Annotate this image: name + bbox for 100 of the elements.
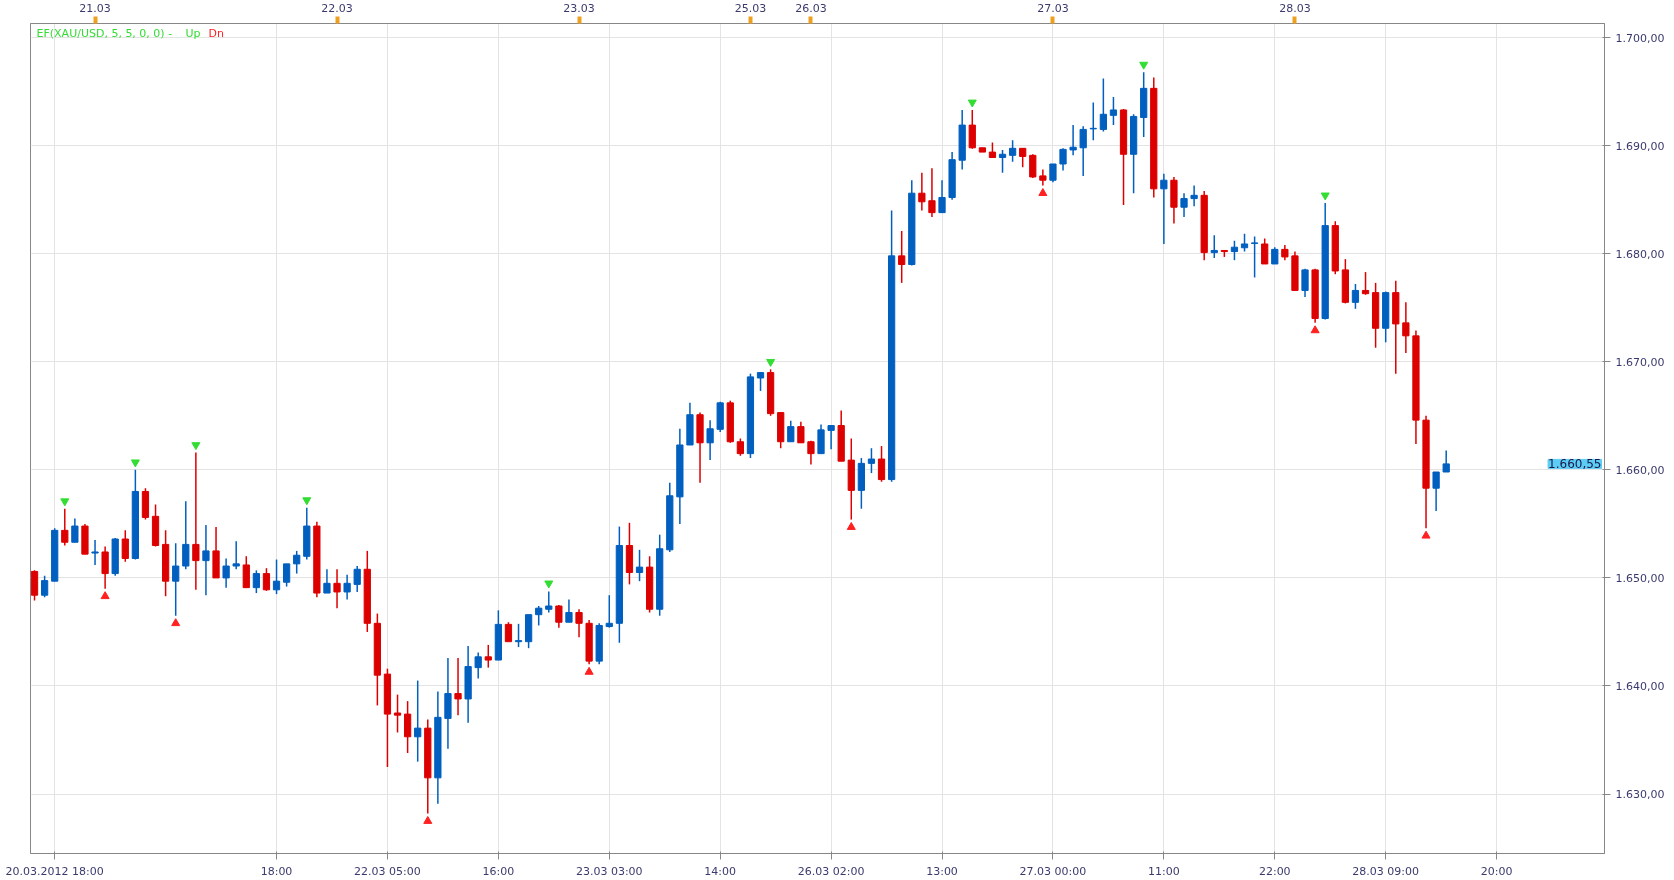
x-tick-label: 27.03 00:00: [1019, 864, 1087, 878]
candlestick: [867, 447, 876, 474]
y-tick-label: 1.680,00: [1615, 247, 1665, 261]
candlestick: [192, 451, 200, 591]
candlestick: [1301, 268, 1309, 298]
candlestick: [353, 565, 361, 593]
candlestick: [938, 179, 946, 214]
x-tick-label: 20.03.2012 18:00: [5, 864, 104, 878]
text: 28.03: [1279, 1, 1311, 15]
candlestick: [393, 693, 402, 734]
candlestick: [91, 539, 99, 566]
x-tick-label: 26.03 02:00: [797, 864, 865, 878]
candlestick: [1099, 77, 1107, 133]
x-tick-label: 20:00: [1480, 864, 1513, 878]
candlestick: [414, 679, 422, 763]
candlestick: [545, 590, 553, 614]
candlestick: [898, 230, 906, 284]
point: [846, 522, 856, 530]
point: [60, 498, 70, 507]
candlestick: [787, 419, 795, 443]
candlestick: [282, 563, 291, 588]
text: 27.03: [1037, 1, 1069, 15]
candlestick: [1069, 124, 1077, 157]
point: [1310, 325, 1320, 334]
y-tick-label: 1.630,00: [1615, 788, 1665, 802]
point: [1421, 530, 1431, 539]
candlestick: [756, 371, 765, 392]
candlestick: [998, 149, 1007, 174]
candlestick: [121, 529, 129, 563]
candlestick: [1432, 471, 1440, 512]
candlestick: [1442, 449, 1450, 473]
candlestick: [918, 171, 926, 212]
text: 25.03: [734, 1, 767, 15]
x-tick-label: 11:00: [1148, 864, 1180, 878]
candlestick: [101, 545, 109, 590]
candlestick: [817, 423, 825, 455]
candlestick: [172, 542, 180, 617]
x-tick-label: 13:00: [926, 864, 958, 878]
candlestick: [928, 167, 936, 218]
candlestick: [535, 605, 543, 627]
candlestick: [333, 568, 341, 609]
candlestick: [30, 569, 39, 602]
candlestick: [575, 608, 583, 639]
point: [171, 618, 181, 627]
point: [302, 497, 312, 506]
y-tick-label: 1.670,00: [1615, 355, 1665, 369]
candlestick: [1180, 192, 1188, 218]
candlestick: [242, 555, 250, 589]
candlestick: [182, 500, 190, 571]
candlestick: [1079, 125, 1087, 177]
candlestick: [1019, 147, 1027, 168]
candlestick: [454, 657, 462, 716]
point: [544, 580, 554, 589]
candlestick: [1361, 271, 1370, 296]
point: [191, 442, 201, 451]
candlestick: [1261, 237, 1269, 265]
candlestick: [403, 700, 412, 754]
text: 23.03: [563, 1, 595, 15]
candlestick: [202, 524, 210, 596]
point: [584, 666, 594, 675]
candlestick: [343, 573, 351, 601]
candlestick: [323, 568, 331, 594]
candlestick: [293, 550, 301, 575]
candlestick: [706, 419, 714, 461]
y-tick-label: 1.690,00: [1615, 139, 1665, 153]
candlestick: [222, 557, 230, 589]
candlestick: [1160, 172, 1168, 245]
candlestick: [1402, 301, 1410, 354]
candlestick: [1039, 168, 1047, 187]
candlestick: [1230, 239, 1239, 261]
x-tick-label: 28.03 09:00: [1352, 864, 1420, 878]
candlestick: [635, 549, 644, 582]
x-tick-label: 23.03 03:00: [575, 864, 643, 878]
candlestick: [71, 517, 79, 543]
y-tick-label: 1.640,00: [1615, 679, 1665, 693]
point: [1038, 188, 1048, 196]
text: 26.03: [795, 1, 827, 15]
candlestick: [1059, 147, 1067, 172]
candlestick: [252, 569, 260, 594]
annotation: 1.660,55: [1548, 457, 1602, 472]
point: [1139, 61, 1149, 70]
candlestick: [968, 109, 976, 150]
x-tick-label: 16:00: [482, 864, 515, 878]
text: 21.03: [79, 1, 111, 15]
candlestick: [514, 623, 523, 648]
point: [766, 358, 776, 367]
candlestick: [262, 567, 271, 592]
point: [130, 459, 140, 468]
y-tick-label: 1.660,00: [1615, 463, 1665, 477]
candlestick: [1190, 184, 1198, 207]
candlestick: [1250, 235, 1259, 279]
candlestick: [61, 508, 69, 547]
candlestick: [565, 598, 573, 623]
y-tick-label: 1.650,00: [1615, 571, 1665, 585]
candlestick: [1109, 96, 1118, 126]
candlestick: [1351, 283, 1360, 310]
candlestick: [1210, 234, 1218, 259]
text: 22.03: [321, 1, 353, 15]
point: [1320, 192, 1330, 201]
candlestick: [504, 621, 513, 643]
